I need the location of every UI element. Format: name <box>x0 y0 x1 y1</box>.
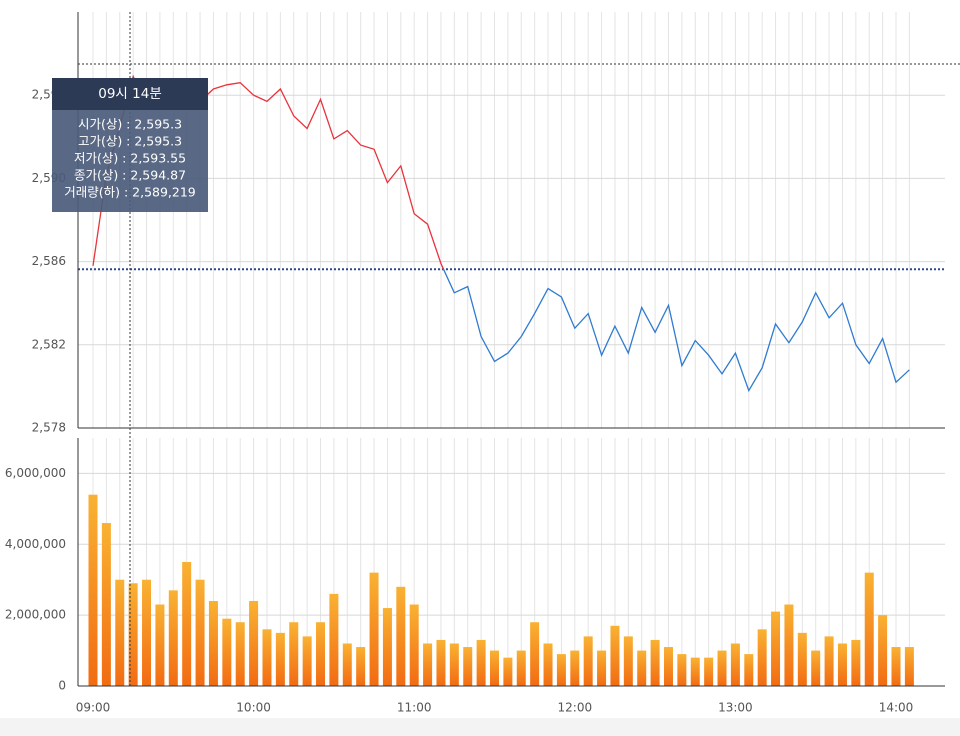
volume-bar <box>155 604 165 686</box>
volume-bar <box>235 622 245 686</box>
tooltip-header <box>52 78 208 110</box>
x-tick-label: 11:00 <box>397 701 432 715</box>
volume-bar <box>530 622 540 686</box>
volume-bar <box>88 494 98 686</box>
volume-bar <box>717 650 727 686</box>
y-tick-label: 2,578 <box>32 421 66 435</box>
volume-bar <box>864 572 874 686</box>
y-tick-label: 2,586 <box>32 254 66 268</box>
y-tick-label: 0 <box>58 679 66 693</box>
volume-bar <box>342 643 352 686</box>
price-line <box>92 74 910 393</box>
volume-bar <box>623 636 633 686</box>
volume-bar <box>677 654 687 686</box>
volume-bar <box>128 583 138 686</box>
volume-bar <box>463 647 473 686</box>
volume-bar <box>570 650 580 686</box>
volume-bar <box>503 657 513 686</box>
volume-bar <box>142 579 152 686</box>
volume-bar <box>797 632 807 686</box>
volume-bar <box>168 590 178 686</box>
volume-bar <box>583 636 593 686</box>
volume-bar <box>663 647 673 686</box>
volume-bar <box>382 608 392 686</box>
volume-bar <box>409 604 419 686</box>
volume-bar <box>610 625 620 686</box>
volume-bar <box>757 629 767 686</box>
volume-bar <box>302 636 312 686</box>
volume-bar <box>878 615 888 686</box>
volume-bar <box>744 654 754 686</box>
x-tick-label: 12:00 <box>558 701 593 715</box>
footer-band <box>0 718 960 736</box>
volume-bar <box>222 618 232 686</box>
tooltip-line: 저가(상) : 2,593.55 <box>74 151 186 166</box>
tooltip-title: 09시 14분 <box>98 86 162 102</box>
volume-bar <box>690 657 700 686</box>
volume-bar <box>208 600 218 686</box>
volume-bar <box>811 650 821 686</box>
volume-bar <box>249 600 259 686</box>
volume-bar <box>771 611 781 686</box>
tooltip-line: 거래량(하) : 2,589,219 <box>64 185 196 200</box>
volume-bar <box>543 643 553 686</box>
volume-bar <box>195 579 205 686</box>
x-tick-label: 10:00 <box>236 701 271 715</box>
y-tick-label: 2,000,000 <box>5 608 66 622</box>
volume-bar <box>101 523 111 686</box>
volume-bar <box>275 632 285 686</box>
volume-bar <box>704 657 714 686</box>
volume-bar <box>289 622 299 686</box>
tooltip-line: 시가(상) : 2,595.3 <box>78 117 182 132</box>
volume-bar <box>396 586 406 686</box>
volume-bar <box>516 650 526 686</box>
volume-bar <box>449 643 459 686</box>
x-tick-label: 14:00 <box>879 701 914 715</box>
volume-bar <box>650 639 660 686</box>
volume-bar <box>476 639 486 686</box>
volume-bar <box>556 654 566 686</box>
volume-bar <box>316 622 326 686</box>
volume-bar <box>356 647 366 686</box>
y-tick-label: 2,582 <box>32 337 66 351</box>
x-tick-label: 09:00 <box>76 701 111 715</box>
volume-bar <box>329 593 339 686</box>
volume-bar <box>182 562 192 686</box>
tooltip-line: 고가(상) : 2,595.3 <box>78 134 182 149</box>
volume-bar <box>423 643 433 686</box>
volume-bar <box>597 650 607 686</box>
volume-bar <box>837 643 847 686</box>
y-tick-label: 4,000,000 <box>5 537 66 551</box>
tooltip-line: 종가(상) : 2,594.87 <box>74 168 186 183</box>
y-tick-label: 6,000,000 <box>5 466 66 480</box>
volume-bar <box>904 647 914 686</box>
volume-bar <box>115 579 125 686</box>
volume-bar <box>262 629 272 686</box>
volume-bar <box>637 650 647 686</box>
volume-bar <box>784 604 794 686</box>
volume-bar <box>851 639 861 686</box>
volume-bar <box>490 650 499 686</box>
volume-bar <box>891 647 901 686</box>
volume-bar <box>824 636 834 686</box>
x-tick-label: 13:00 <box>718 701 753 715</box>
tooltip: 09시 14분 시가(상) : 2,595.3 고가(상) : 2,595.3 저가… <box>52 78 208 212</box>
volume-bar <box>436 639 446 686</box>
volume-bar <box>369 572 379 686</box>
volume-bar <box>730 643 740 686</box>
